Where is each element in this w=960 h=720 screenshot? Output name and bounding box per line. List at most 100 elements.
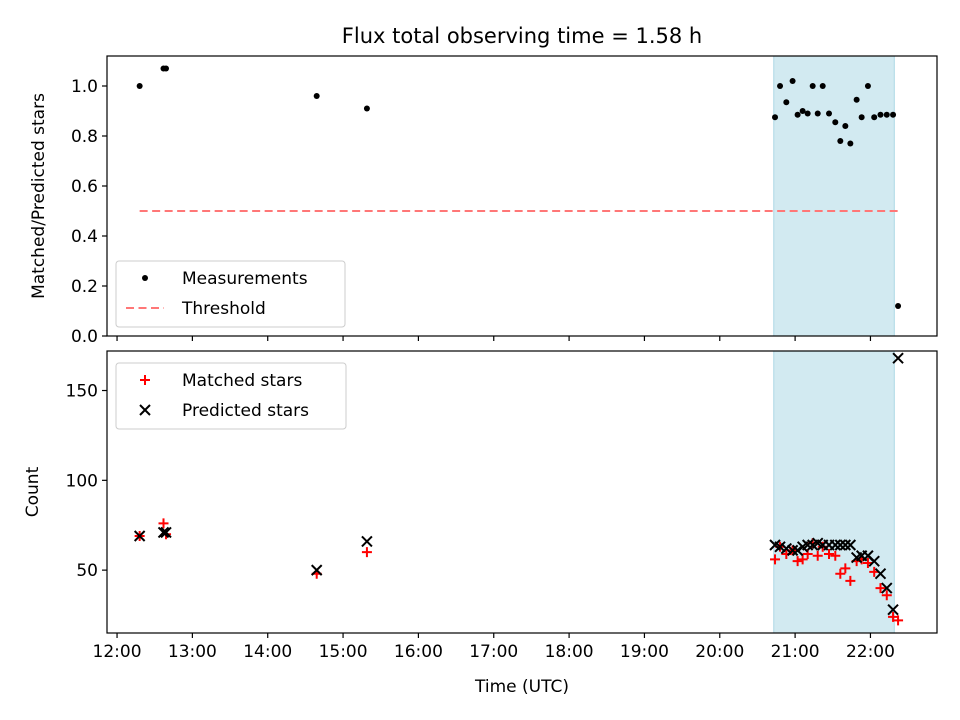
data-point xyxy=(797,554,808,565)
x-tick-label: 18:00 xyxy=(545,642,594,662)
data-point xyxy=(136,83,143,89)
y-axis-label: Count xyxy=(23,466,43,517)
x-tick-label: 16:00 xyxy=(394,642,443,662)
data-point xyxy=(158,518,169,529)
data-point xyxy=(809,83,816,89)
chart-title: Flux total observing time = 1.58 h xyxy=(342,24,702,48)
data-point xyxy=(157,526,170,539)
y-tick-label: 0.4 xyxy=(71,227,98,247)
y-tick-label: 0.2 xyxy=(71,277,98,297)
data-point xyxy=(819,83,826,89)
legend-marker xyxy=(140,375,150,385)
legend-box xyxy=(115,260,346,328)
data-point xyxy=(163,65,170,72)
data-point xyxy=(313,93,320,99)
legend-label: Measurements xyxy=(182,269,308,289)
data-point xyxy=(783,99,790,106)
x-tick-label: 21:00 xyxy=(771,642,820,662)
series-predicted-stars xyxy=(133,352,904,616)
data-point xyxy=(824,548,835,559)
data-point xyxy=(310,564,323,576)
data-point xyxy=(792,556,803,567)
x-tick-label: 20:00 xyxy=(695,642,744,662)
data-point xyxy=(845,575,856,586)
x-tick-label: 22:00 xyxy=(846,642,895,662)
y-axis-label: Matched/Predicted stars xyxy=(29,93,49,299)
data-point xyxy=(363,105,370,112)
data-point xyxy=(789,78,796,84)
data-point xyxy=(826,110,833,117)
data-point xyxy=(893,615,904,626)
data-point xyxy=(804,110,811,117)
plot-panels: 0.0 0.2 0.4 0.6 0.8 1.0 Matched/Predicted star… xyxy=(23,55,938,662)
x-tick-label: 13:00 xyxy=(168,642,217,662)
data-point xyxy=(875,583,886,594)
y-tick-label: 0.0 xyxy=(71,327,98,347)
data-point xyxy=(777,83,784,89)
axes-frame xyxy=(106,350,938,634)
data-point xyxy=(835,568,846,579)
data-point xyxy=(839,539,852,551)
data-point xyxy=(895,303,902,309)
panel-bottom: 50 100 150 12:00 13:00 14:00 15:00 16:00 17:00 18… xyxy=(23,350,938,662)
legend-label: Threshold xyxy=(181,299,266,319)
data-point xyxy=(847,140,854,147)
data-point xyxy=(858,114,865,121)
data-point xyxy=(830,550,841,561)
x-axis-label: Time (UTC) xyxy=(474,677,569,697)
data-point xyxy=(887,603,899,616)
data-point xyxy=(829,539,841,551)
panel-top: 0.0 0.2 0.4 0.6 0.8 1.0 Matched/Predicted star… xyxy=(29,55,938,347)
y-tick-label: 100 xyxy=(66,471,98,491)
data-point xyxy=(890,111,897,118)
series-measurements xyxy=(136,65,902,309)
data-point xyxy=(871,114,878,121)
x-tick-label: 19:00 xyxy=(620,642,669,662)
data-point xyxy=(133,530,146,542)
data-point xyxy=(883,111,890,118)
y-tick-label: 0.8 xyxy=(71,127,98,147)
data-point xyxy=(794,111,801,118)
data-point xyxy=(786,544,799,557)
data-point xyxy=(791,544,804,557)
plot-area xyxy=(136,56,902,336)
legend-box xyxy=(115,362,347,430)
data-point xyxy=(837,138,844,144)
data-point xyxy=(868,555,880,567)
data-point xyxy=(160,526,172,539)
data-point xyxy=(361,547,372,558)
legend: Matched stars Predicted stars xyxy=(115,362,347,430)
legend-label: Predicted stars xyxy=(182,401,309,421)
y-tick-label: 0.6 xyxy=(71,177,98,197)
y-tick-label: 1.0 xyxy=(71,77,98,97)
data-point xyxy=(888,611,899,622)
axes-frame xyxy=(106,55,938,337)
x-tick-label: 12:00 xyxy=(93,642,142,662)
x-tick-label: 15:00 xyxy=(319,642,368,662)
data-point xyxy=(834,539,847,551)
legend-marker xyxy=(139,404,151,416)
plot-area xyxy=(133,351,904,633)
legend: Measurements Threshold xyxy=(115,260,346,328)
data-point xyxy=(864,83,871,89)
legend-marker xyxy=(142,275,148,281)
data-point xyxy=(801,539,814,551)
data-point xyxy=(844,539,857,551)
data-point xyxy=(799,108,806,114)
data-point xyxy=(814,110,821,117)
data-point xyxy=(770,554,781,565)
y-tick-label: 150 xyxy=(66,382,98,402)
data-point xyxy=(892,352,904,364)
x-tick-label: 14:00 xyxy=(243,642,292,662)
data-point xyxy=(772,114,779,121)
data-point xyxy=(812,550,823,561)
data-point xyxy=(877,111,884,118)
data-point xyxy=(840,563,851,574)
observing-window-shade xyxy=(773,56,895,336)
data-point xyxy=(881,590,892,601)
x-tick-label: 17:00 xyxy=(469,642,518,662)
data-point xyxy=(361,535,373,548)
observing-window-shade xyxy=(773,351,895,633)
data-point xyxy=(853,96,860,103)
